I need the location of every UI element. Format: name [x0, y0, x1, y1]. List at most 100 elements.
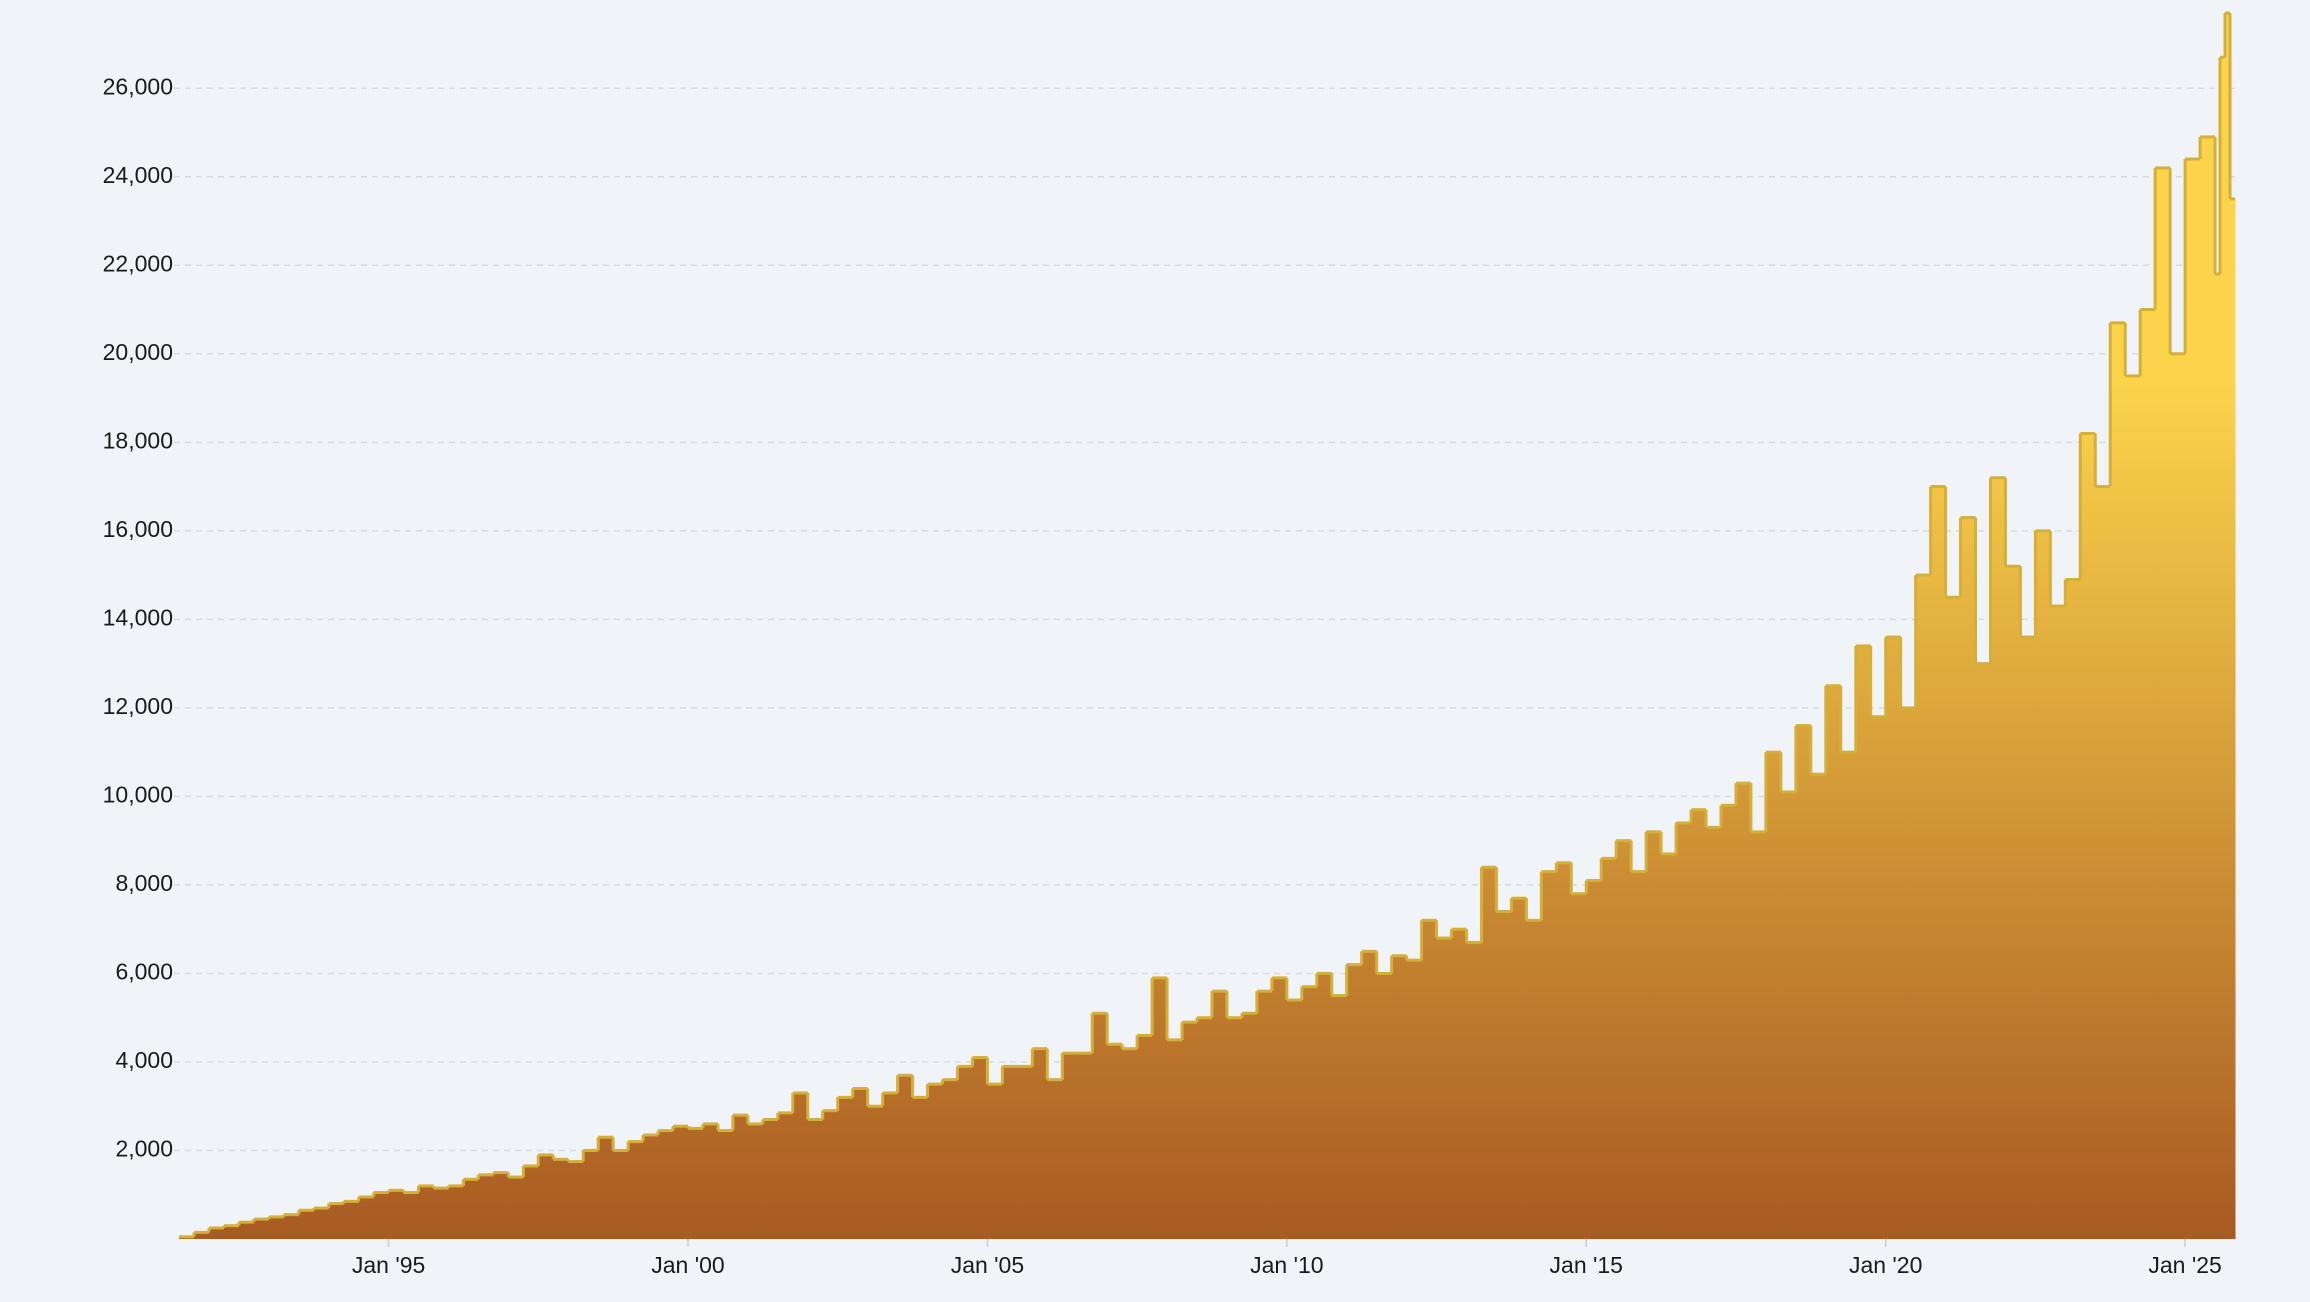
step-area: [313, 1208, 330, 1239]
step-area: [1691, 809, 1707, 1239]
step-area: [2065, 579, 2081, 1239]
step-area: [478, 1174, 494, 1239]
step-area: [747, 1123, 764, 1239]
step-area: [538, 1154, 554, 1239]
x-tick-label: Jan '95: [352, 1252, 425, 1278]
step-area: [2140, 309, 2156, 1239]
step-area: [1077, 1053, 1093, 1239]
step-area: [1930, 486, 1947, 1239]
step-area: [2220, 57, 2226, 1240]
step-area: [343, 1201, 360, 1239]
step-area: [523, 1165, 539, 1239]
step-area: [1900, 707, 1917, 1239]
step-area: [373, 1192, 390, 1239]
step-area: [613, 1150, 629, 1239]
step-area: [1855, 645, 1872, 1239]
y-tick-label: 10,000: [103, 781, 173, 807]
step-area: [1092, 1013, 1108, 1239]
step-area: [433, 1188, 449, 1239]
step-area: [2225, 13, 2231, 1239]
step-area: [1975, 663, 1991, 1239]
area-series: [178, 11, 2236, 1240]
step-area: [2110, 322, 2126, 1240]
y-tick-label: 26,000: [103, 73, 173, 99]
step-area: [957, 1066, 973, 1239]
step-area: [1960, 517, 1977, 1239]
step-area: [1676, 822, 1692, 1239]
step-area: [1735, 783, 1752, 1239]
step-area: [208, 1227, 225, 1239]
step-area: [2050, 606, 2066, 1239]
step-area: [1211, 991, 1228, 1239]
step-area: [388, 1190, 405, 1239]
step-area: [777, 1112, 794, 1239]
y-tick-label: 14,000: [103, 604, 173, 630]
step-area: [1346, 964, 1363, 1239]
step-area: [1421, 920, 1438, 1239]
step-area: [1107, 1044, 1123, 1239]
x-tick-label: Jan '15: [1550, 1252, 1623, 1278]
step-area: [2080, 433, 2096, 1239]
step-area: [403, 1192, 420, 1239]
step-area: [2230, 198, 2236, 1239]
step-area: [912, 1097, 929, 1239]
step-area: [1256, 991, 1273, 1239]
step-area: [1885, 637, 1902, 1239]
step-area: [717, 1130, 734, 1239]
step-area: [1241, 1013, 1258, 1239]
step-area: [2035, 530, 2051, 1239]
x-tick-label: Jan '25: [2148, 1252, 2221, 1278]
step-area: [1466, 942, 1482, 1239]
step-area: [418, 1185, 434, 1239]
step-area: [867, 1106, 884, 1239]
step-area: [1720, 805, 1737, 1239]
step-area: [628, 1141, 644, 1239]
x-tick-label: Jan '20: [1849, 1252, 1922, 1278]
step-area: [1137, 1035, 1153, 1239]
step-area: [1765, 752, 1782, 1239]
step-area: [1002, 1066, 1018, 1239]
y-tick-label: 20,000: [103, 339, 173, 365]
step-area: [1840, 752, 1857, 1239]
step-area: [1990, 477, 2006, 1239]
step-area: [1271, 977, 1288, 1239]
step-area: [972, 1057, 988, 1239]
step-area: [1541, 871, 1557, 1239]
step-area: [253, 1219, 270, 1239]
step-area: [732, 1115, 749, 1239]
step-area: [658, 1130, 674, 1239]
step-area: [1182, 1022, 1198, 1239]
step-area: [1122, 1048, 1138, 1239]
step-area: [927, 1084, 944, 1239]
y-tick-label: 6,000: [115, 959, 173, 985]
step-area: [1391, 955, 1408, 1239]
step-area: [807, 1119, 824, 1239]
step-area: [1795, 725, 1812, 1239]
y-tick-label: 18,000: [103, 427, 173, 453]
step-area: [792, 1092, 809, 1239]
step-area: [1631, 871, 1647, 1239]
step-area: [1601, 858, 1617, 1239]
step-area: [328, 1203, 345, 1239]
y-tick-label: 8,000: [115, 870, 173, 896]
step-area: [2155, 167, 2171, 1239]
step-area: [1017, 1066, 1033, 1239]
step-area: [193, 1232, 210, 1239]
step-area: [702, 1123, 719, 1239]
step-area: [1780, 791, 1797, 1239]
y-tick-label: 2,000: [115, 1136, 173, 1162]
step-area: [852, 1088, 869, 1239]
step-area: [2020, 637, 2036, 1239]
step-area: [463, 1179, 479, 1239]
step-area: [1406, 960, 1423, 1239]
step-area: [1586, 880, 1602, 1239]
step-area: [762, 1119, 779, 1239]
step-area: [568, 1161, 584, 1239]
x-tick-label: Jan '00: [651, 1252, 724, 1278]
step-area: [1915, 575, 1932, 1239]
step-area: [358, 1196, 375, 1239]
step-area: [1750, 831, 1767, 1239]
step-area: [1436, 938, 1453, 1239]
step-area: [238, 1222, 255, 1239]
